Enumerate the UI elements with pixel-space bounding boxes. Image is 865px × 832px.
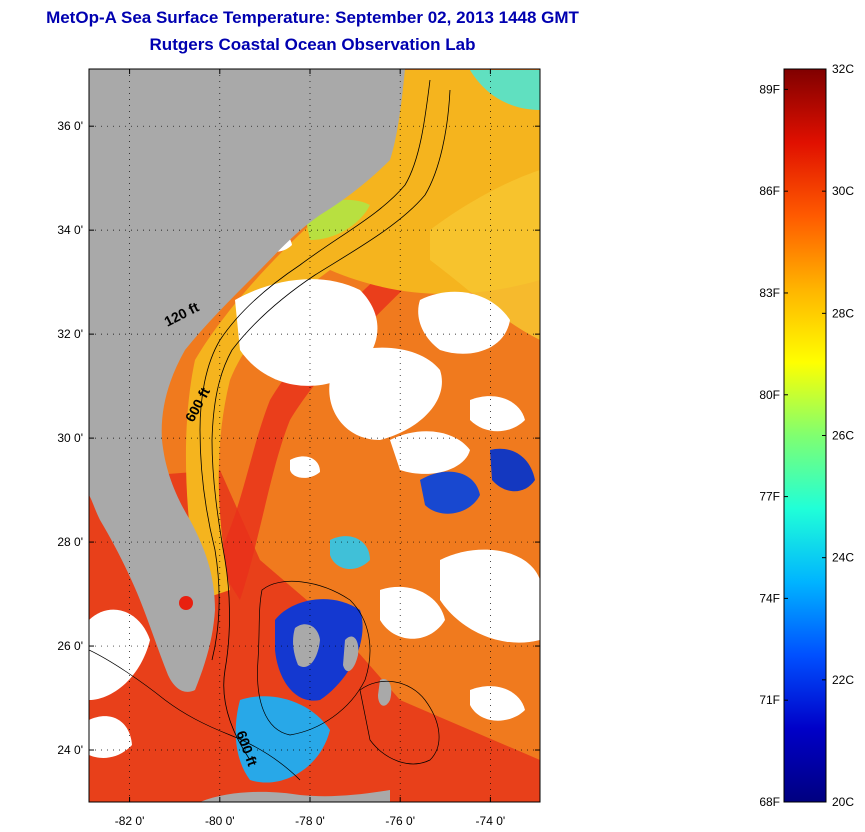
- colorbar-celsius-label: 28C: [832, 306, 854, 320]
- colorbar-fahrenheit-label: 68F: [759, 795, 780, 809]
- colorbar-fahrenheit-label: 74F: [759, 591, 780, 605]
- colorbar-fahrenheit-label: 86F: [759, 184, 780, 198]
- bathymetry-contour-keys: [89, 649, 301, 781]
- latitude-label: 30 0': [57, 431, 83, 445]
- colorbar-fahrenheit-labels: 89F 86F 83F 80F 77F 74F 71F 68F: [759, 82, 780, 809]
- land-cuba: [200, 790, 390, 802]
- latitude-labels: 24 0' 26 0' 28 0' 30 0' 32 0' 34 0' 36 0': [57, 119, 83, 757]
- latitude-label: 34 0': [57, 223, 83, 237]
- bathymetry-contour-bahamas-east: [359, 681, 440, 765]
- map-tick-marks: [89, 69, 540, 802]
- cold-patch-east: [420, 471, 480, 514]
- longitude-labels: -82 0' -80 0' -78 0' -76 0' -74 0': [115, 814, 505, 828]
- latitude-label: 32 0': [57, 327, 83, 341]
- colorbar-fahrenheit-label: 80F: [759, 388, 780, 402]
- map-grid: [89, 69, 540, 802]
- coastal-water-band: [185, 70, 540, 600]
- longitude-label: -74 0': [476, 814, 506, 828]
- cool-patch-central: [330, 536, 370, 570]
- bathymetry-contour-bahamas: [257, 580, 371, 736]
- colorbar-celsius-label: 30C: [832, 184, 854, 198]
- land-us-southeast: [89, 69, 405, 692]
- cyan-patch-north: [470, 70, 540, 110]
- map-title: MetOp-A Sea Surface Temperature: Septemb…: [46, 8, 579, 27]
- land-bahamas-eleuthera: [343, 636, 359, 672]
- colorbar: [783, 68, 827, 803]
- longitude-label: -78 0': [295, 814, 325, 828]
- colorbar-celsius-label: 24C: [832, 551, 854, 565]
- latitude-label: 28 0': [57, 535, 83, 549]
- lake-okeechobee: [179, 596, 193, 610]
- map-frame: [88, 68, 541, 803]
- land-bahamas-long: [378, 679, 392, 706]
- land-bahamas-andros: [293, 624, 320, 668]
- cold-patch-bahamas: [275, 599, 363, 701]
- latitude-label: 26 0': [57, 639, 83, 653]
- colorbar-celsius-label: 26C: [832, 429, 854, 443]
- colorbar-celsius-label: 20C: [832, 795, 854, 809]
- latitude-label: 36 0': [57, 119, 83, 133]
- offshore-yellow-water: [430, 170, 540, 340]
- colorbar-celsius-label: 22C: [832, 673, 854, 687]
- longitude-label: -76 0': [385, 814, 415, 828]
- cold-patch-far-east: [490, 448, 535, 492]
- colorbar-fahrenheit-label: 83F: [759, 286, 780, 300]
- map-subtitle: Rutgers Coastal Ocean Observation Lab: [149, 35, 476, 54]
- gulf-stream-core: [215, 240, 440, 600]
- colorbar-fahrenheit-label: 89F: [759, 82, 780, 96]
- colorbar-celsius-label: 32C: [832, 62, 854, 76]
- longitude-label: -82 0': [115, 814, 145, 828]
- latitude-label: 24 0': [57, 743, 83, 757]
- colorbar-celsius-labels: 32C 30C 28C 26C 24C 22C 20C: [832, 62, 854, 809]
- colorbar-ticks: [784, 68, 826, 803]
- cool-patch-bahamas-south: [235, 696, 330, 783]
- longitude-label: -80 0': [205, 814, 235, 828]
- colorbar-fahrenheit-label: 77F: [759, 490, 780, 504]
- colorbar-fahrenheit-label: 71F: [759, 693, 780, 707]
- bathymetry-contour-600ft: [211, 89, 451, 761]
